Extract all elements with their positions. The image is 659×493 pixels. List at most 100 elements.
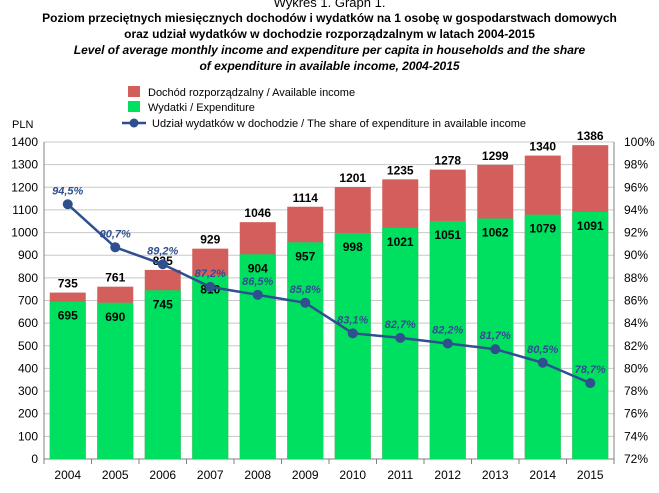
share-line [66, 203, 591, 385]
y2-tick-label: 94% [624, 203, 648, 217]
income-data-label: 735 [58, 277, 78, 291]
title-pl-line1: Poziom przeciętnych miesięcznych dochodó… [42, 11, 617, 25]
title-pl-line2: oraz udział wydatków w dochodzie rozporz… [124, 27, 535, 41]
share-point [110, 242, 121, 253]
share-data-label: 80,5% [527, 344, 558, 356]
expenditure-bar [144, 290, 181, 459]
y2-tick-label: 78% [624, 384, 648, 398]
x-tick-label: 2006 [149, 468, 176, 482]
share-data-label: 85,8% [290, 284, 321, 296]
legend-label-income: Dochód rozporządzalny / Available income [148, 87, 355, 99]
share-data-label: 78,7% [575, 364, 606, 376]
x-tick-label: 2004 [54, 468, 81, 482]
share-point [347, 328, 358, 339]
y-tick-label: 1300 [11, 158, 38, 172]
y-tick-label: 600 [18, 316, 38, 330]
expenditure-bar [239, 254, 276, 459]
y2-tick-label: 86% [624, 294, 648, 308]
x-tick-label: 2012 [434, 468, 461, 482]
y2-tick-label: 88% [624, 271, 648, 285]
income-data-label: 1278 [434, 154, 461, 168]
expenditure-bar [524, 214, 561, 459]
income-data-label: 1046 [244, 206, 271, 220]
income-data-label: 1386 [577, 129, 604, 143]
expenditure-data-label: 690 [105, 310, 125, 324]
y-tick-label: 400 [18, 361, 38, 375]
y2-tick-label: 72% [624, 452, 648, 466]
y-axis-unit-label: PLN [12, 119, 33, 131]
expenditure-bar [192, 275, 229, 459]
share-data-label: 87,2% [195, 268, 226, 280]
share-point [252, 289, 263, 300]
legend-marker-share [129, 118, 139, 128]
y-tick-label: 1100 [12, 203, 38, 217]
expenditure-bar [477, 218, 514, 459]
y2-tick-label: 76% [624, 407, 648, 421]
y-tick-label: 300 [18, 384, 38, 398]
share-data-label: 81,7% [480, 330, 511, 342]
y-tick-label: 0 [31, 452, 38, 466]
income-data-label: 1235 [387, 163, 414, 177]
expenditure-bar [334, 233, 371, 459]
graph-number: Wykres 1. Graph 1. [273, 0, 386, 10]
expenditure-data-label: 695 [58, 309, 78, 323]
x-tick-label: 2011 [387, 468, 413, 482]
x-tick-label: 2015 [577, 468, 604, 482]
y-tick-label: 200 [18, 407, 38, 421]
legend-label-share: Udział wydatków w dochodzie / The share … [152, 118, 526, 130]
y2-tick-label: 74% [624, 429, 648, 443]
expenditure-bar [287, 242, 324, 459]
y-tick-label: 500 [18, 339, 38, 353]
share-point [537, 357, 548, 368]
expenditure-data-label: 957 [295, 249, 315, 263]
share-point [157, 259, 168, 270]
share-point [395, 332, 406, 343]
y2-tick-label: 80% [624, 361, 648, 375]
expenditure-data-label: 1091 [577, 219, 604, 233]
y2-tick-label: 100% [624, 135, 655, 149]
expenditure-data-label: 1062 [482, 226, 509, 240]
expenditure-data-label: 904 [248, 261, 268, 275]
x-tick-label: 2014 [529, 468, 556, 482]
y2-tick-label: 90% [624, 248, 648, 262]
x-tick-label: 2010 [339, 468, 366, 482]
x-tick-label: 2005 [102, 468, 129, 482]
share-point [585, 378, 596, 389]
expenditure-bar [97, 302, 134, 459]
y-tick-label: 100 [18, 429, 38, 443]
y2-tick-label: 96% [624, 180, 648, 194]
share-data-label: 86,5% [242, 276, 273, 288]
income-data-label: 1201 [339, 171, 366, 185]
title-en-line2: of expenditure in available income, 2004… [199, 59, 460, 73]
share-data-label: 89,2% [147, 245, 178, 257]
y2-tick-label: 82% [624, 339, 648, 353]
x-tick-label: 2008 [244, 468, 271, 482]
share-data-label: 94,5% [52, 185, 83, 197]
share-data-label: 90,7% [100, 228, 131, 240]
income-data-label: 1114 [293, 191, 319, 205]
share-point [490, 344, 501, 355]
share-point [62, 199, 73, 210]
legend-swatch-expenditure [128, 101, 140, 112]
share-point [442, 338, 453, 349]
share-data-label: 82,7% [385, 319, 416, 331]
expenditure-data-label: 1079 [529, 222, 556, 236]
share-point [205, 281, 216, 292]
expenditure-bar [572, 211, 609, 459]
y-tick-label: 700 [18, 294, 38, 308]
y-tick-label: 1000 [11, 226, 38, 240]
expenditure-data-label: 745 [153, 297, 173, 311]
legend-swatch-income [128, 86, 140, 97]
expenditure-data-label: 1051 [434, 228, 461, 242]
y2-tick-label: 98% [624, 158, 648, 172]
x-tick-label: 2007 [197, 468, 224, 482]
y-tick-label: 1400 [11, 135, 38, 149]
expenditure-data-label: 998 [343, 240, 363, 254]
y-tick-label: 900 [18, 248, 38, 262]
share-data-label: 83,1% [337, 314, 368, 326]
y-tick-label: 1200 [11, 180, 38, 194]
income-data-label: 1299 [482, 149, 509, 163]
share-data-label: 82,2% [432, 325, 463, 337]
expenditure-bar [382, 227, 419, 459]
